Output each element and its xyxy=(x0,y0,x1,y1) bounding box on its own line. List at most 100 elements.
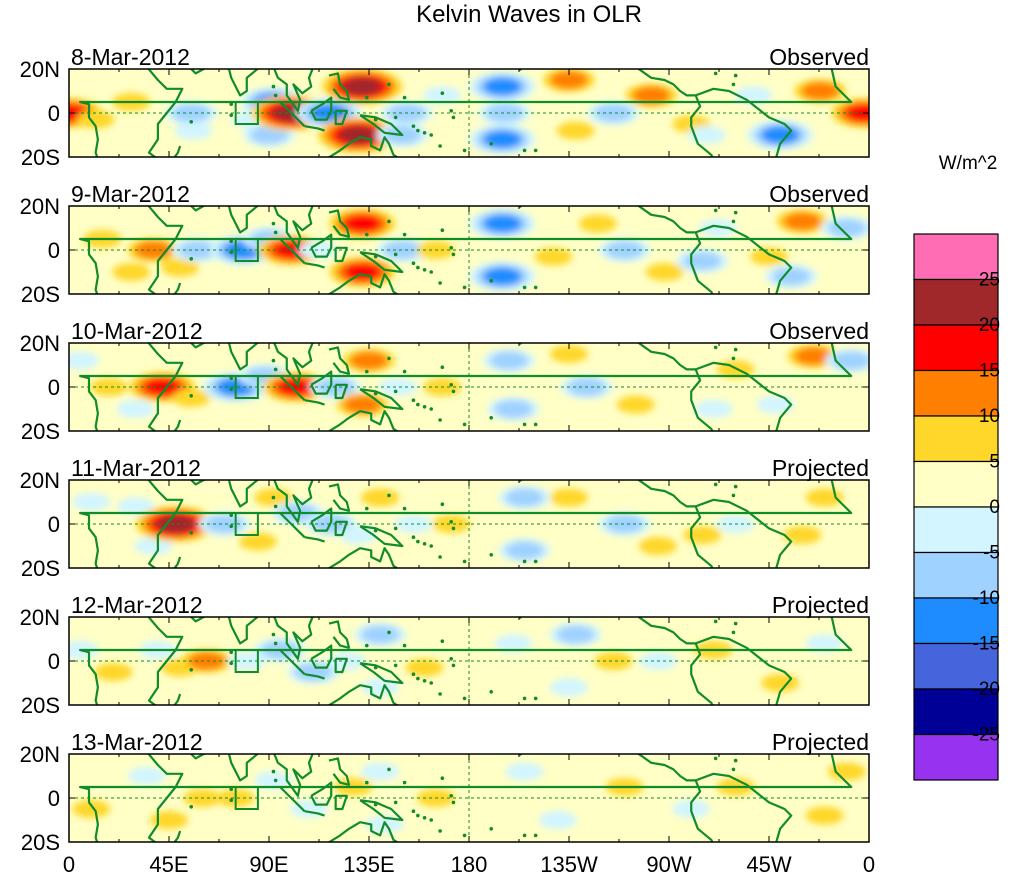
coastline xyxy=(173,145,182,157)
colorbar-label: 10 xyxy=(979,406,1000,427)
anomaly-core xyxy=(355,82,370,91)
anomaly-core xyxy=(695,531,710,539)
island-dot xyxy=(429,270,434,274)
island-dot xyxy=(462,285,467,290)
x-tick-label: 45W xyxy=(746,852,791,877)
island-dot xyxy=(271,632,276,637)
island-dot xyxy=(522,285,527,290)
anomaly-core xyxy=(355,219,370,228)
anomaly-core xyxy=(706,405,721,413)
coastline xyxy=(79,206,853,294)
colorbar-label: 20 xyxy=(979,315,1000,336)
island-dot xyxy=(192,294,196,298)
coastline xyxy=(359,662,404,685)
anomaly-core xyxy=(373,493,388,502)
anomaly-core xyxy=(806,352,821,361)
coastline xyxy=(147,343,184,431)
anomaly-core xyxy=(495,219,510,228)
y-tick-label: 20N xyxy=(20,331,60,356)
coastlines xyxy=(79,202,853,298)
y-tick-label: 20S xyxy=(21,693,60,718)
colorbar-label: -20 xyxy=(973,679,1000,700)
island-dot xyxy=(416,402,420,407)
anomaly-core xyxy=(495,135,510,144)
coastline xyxy=(334,383,348,400)
panel-3: 10-Mar-2012 Observed 20N 0 20S xyxy=(20,318,870,444)
panel-2: 9-Mar-2012 Observed 20N 0 20S xyxy=(20,181,870,307)
island-dot xyxy=(701,750,705,754)
anomaly-core xyxy=(699,131,714,139)
island-dot xyxy=(533,285,538,290)
island-dot xyxy=(462,148,467,153)
colorbar-label: 5 xyxy=(989,452,1000,473)
island-dot xyxy=(512,202,516,206)
island-dot xyxy=(411,398,416,403)
coastline xyxy=(327,547,399,568)
island-dot xyxy=(189,668,194,672)
island-dot xyxy=(429,133,434,137)
anomaly-core xyxy=(773,131,788,139)
island-dot xyxy=(701,613,705,617)
colorbar-swatch xyxy=(913,733,999,781)
island-dot xyxy=(713,208,718,213)
anomaly-core xyxy=(239,657,254,665)
island-dot xyxy=(462,833,467,838)
island-dot xyxy=(733,73,738,78)
island-dot xyxy=(440,365,445,370)
island-dot xyxy=(373,802,378,807)
island-dot xyxy=(522,148,527,153)
colorbar-label: 0 xyxy=(989,497,1000,518)
coastline xyxy=(327,821,399,842)
island-dot xyxy=(373,254,378,259)
island-dot xyxy=(713,619,718,624)
coastline xyxy=(173,419,182,431)
island-dot xyxy=(434,705,438,709)
island-dot xyxy=(411,261,416,266)
island-dot xyxy=(229,513,234,517)
anomaly-core xyxy=(355,400,370,409)
island-dot xyxy=(451,115,456,120)
anomaly-core xyxy=(506,639,521,648)
island-dot xyxy=(512,613,516,617)
coastline xyxy=(147,206,184,294)
island-dot xyxy=(512,339,516,343)
island-dot xyxy=(364,643,369,648)
island-dot xyxy=(422,268,427,272)
colorbar-swatch xyxy=(913,460,999,508)
anomaly-core xyxy=(517,493,532,502)
y-tick-label: 0 xyxy=(48,375,60,400)
coastline xyxy=(328,72,351,101)
island-dot xyxy=(192,568,196,572)
anomaly-core xyxy=(497,109,512,117)
coastline xyxy=(334,794,348,811)
island-dot xyxy=(489,416,494,420)
y-tick-label: 20N xyxy=(20,605,60,630)
island-dot xyxy=(733,758,738,763)
anomaly-core xyxy=(124,268,139,276)
panel-date-label: 11-Mar-2012 xyxy=(71,455,201,481)
anomaly-core xyxy=(102,383,116,391)
chart-title: Kelvin Waves in OLR xyxy=(416,1,642,28)
island-dot xyxy=(393,389,398,394)
coastline xyxy=(304,399,325,406)
island-dot xyxy=(522,696,527,701)
island-dot xyxy=(373,528,378,533)
anomaly-core xyxy=(657,268,672,276)
coastline xyxy=(359,388,404,411)
panel-type-label: Projected xyxy=(772,455,869,481)
island-dot xyxy=(393,800,398,805)
y-tick-label: 20S xyxy=(21,145,60,170)
coastline xyxy=(310,507,333,532)
coastline xyxy=(273,69,314,112)
anomaly-core xyxy=(817,811,832,820)
colorbar-swatch xyxy=(913,642,999,690)
coastline xyxy=(359,799,404,822)
coastline xyxy=(79,754,853,842)
island-dot xyxy=(440,228,445,232)
x-tick-label: 135E xyxy=(343,852,394,877)
anomaly-core xyxy=(217,520,232,528)
coastline xyxy=(279,512,306,538)
island-dot xyxy=(402,369,407,374)
anomaly-core xyxy=(106,668,121,676)
coastline xyxy=(328,346,351,375)
